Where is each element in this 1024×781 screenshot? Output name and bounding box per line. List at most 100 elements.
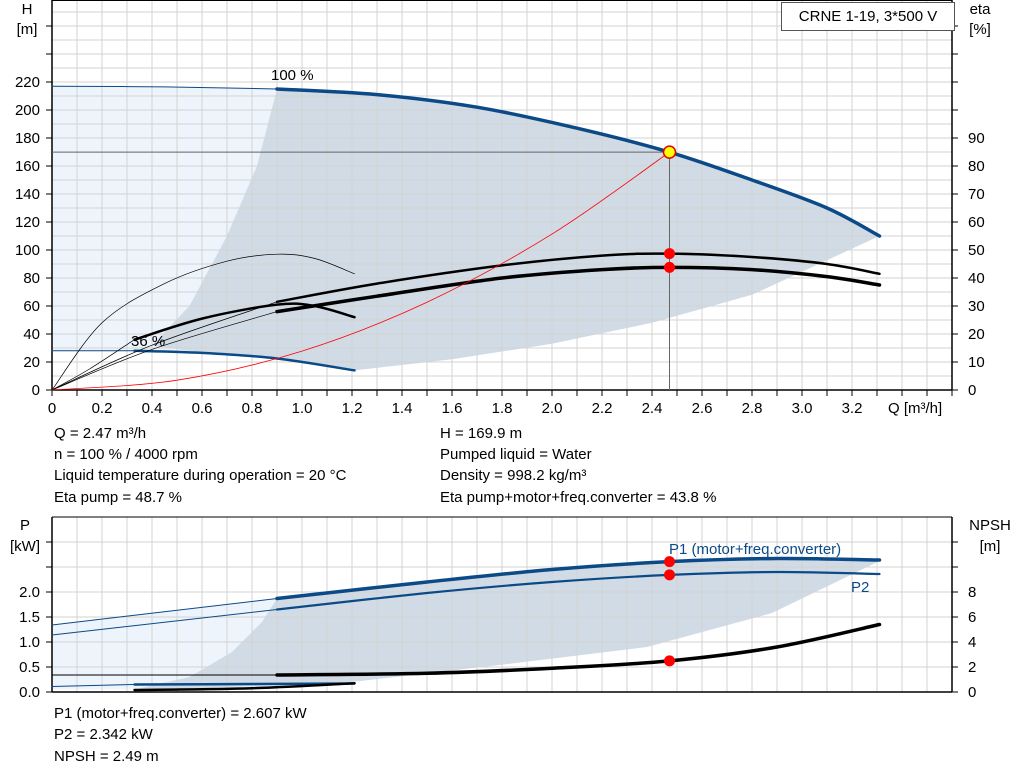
y-tick-label: 40 bbox=[23, 326, 40, 343]
curve-eta-total-100 bbox=[275, 265, 882, 314]
x-tick-label: 3.0 bbox=[792, 400, 813, 417]
y-tick-label: 200 bbox=[15, 102, 40, 119]
curve-system-curve bbox=[51, 151, 670, 391]
info-temperature: Liquid temperature during operation = 20… bbox=[54, 467, 347, 484]
info-p2: P2 = 2.342 kW bbox=[54, 726, 153, 743]
y-axis-unit: [m] bbox=[17, 21, 38, 38]
info-npsh: NPSH = 2.49 m bbox=[54, 748, 159, 765]
curve-eta-total-100-ext bbox=[51, 311, 278, 391]
curve-npsh-100 bbox=[275, 622, 882, 677]
legend-p1: P1 (motor+freq.converter) bbox=[669, 541, 841, 558]
x-tick-label: 3.2 bbox=[842, 400, 863, 417]
x-tick-label: 0 bbox=[48, 400, 56, 417]
x-tick-label: 2.4 bbox=[642, 400, 663, 417]
curve-p1-100 bbox=[275, 556, 882, 601]
info-liquid: Pumped liquid = Water bbox=[440, 446, 592, 463]
p-tick-label: 0.5 bbox=[19, 659, 40, 676]
x-axis-label: Q [m³/h] bbox=[888, 400, 942, 417]
info-eta-pump: Eta pump = 48.7 % bbox=[54, 489, 182, 506]
x-tick-label: 1.8 bbox=[492, 400, 513, 417]
p-axis-unit: [kW] bbox=[10, 538, 40, 555]
y-right-tick-label: 50 bbox=[968, 242, 985, 259]
curve-eta-total-36-ext bbox=[51, 339, 135, 391]
curve-eta-pump-100-ext bbox=[51, 301, 278, 391]
info-flow: Q = 2.47 m³/h bbox=[54, 425, 147, 442]
curve-h-36 bbox=[133, 349, 356, 372]
y-right-tick-label: 70 bbox=[968, 186, 985, 203]
y-right-tick-label: 40 bbox=[968, 270, 985, 287]
p-tick-label: 1.0 bbox=[19, 634, 40, 651]
duty-point-eta-total bbox=[664, 261, 675, 273]
p-tick-label: 2.0 bbox=[19, 584, 40, 601]
curve-eta-pump-36-ext bbox=[51, 253, 355, 391]
y-tick-label: 0 bbox=[32, 382, 40, 399]
x-tick-label: 0.2 bbox=[92, 400, 113, 417]
info-head: H = 169.9 m bbox=[440, 425, 523, 442]
p-tick-label: 1.5 bbox=[19, 609, 40, 626]
x-tick-label: 1.0 bbox=[292, 400, 313, 417]
y-tick-label: 220 bbox=[15, 74, 40, 91]
legend-p2: P2 bbox=[851, 579, 869, 596]
p-tick-label: 0.0 bbox=[19, 684, 40, 701]
y-right-tick-label: 30 bbox=[968, 298, 985, 315]
npsh-tick-label: 8 bbox=[968, 584, 976, 601]
y-axis-label: H bbox=[22, 1, 33, 18]
curve-h-100-ext bbox=[51, 85, 278, 90]
info-speed: n = 100 % / 4000 rpm bbox=[54, 446, 198, 463]
curve-eta-total-36 bbox=[133, 302, 356, 341]
annotation-36-percent: 36 % bbox=[131, 333, 165, 350]
x-tick-label: 0.4 bbox=[142, 400, 163, 417]
curve-h-100 bbox=[275, 87, 882, 238]
npsh-tick-label: 4 bbox=[968, 634, 976, 651]
shade-operating-region bbox=[152, 89, 880, 371]
y-tick-label: 60 bbox=[23, 298, 40, 315]
y-tick-label: 140 bbox=[15, 186, 40, 203]
y-right-tick-label: 20 bbox=[968, 326, 985, 343]
duty-point-head bbox=[662, 145, 677, 159]
info-eta-total: Eta pump+motor+freq.converter = 43.8 % bbox=[440, 489, 717, 506]
y-right-axis-label: eta bbox=[970, 1, 992, 18]
y-right-tick-label: 90 bbox=[968, 130, 985, 147]
duty-point-npsh bbox=[664, 655, 675, 667]
y-tick-label: 100 bbox=[15, 242, 40, 259]
pump-title: CRNE 1-19, 3*500 V bbox=[781, 2, 955, 31]
p-axis-label: P bbox=[20, 517, 30, 534]
x-tick-label: 1.2 bbox=[342, 400, 363, 417]
curve-p-36-ext bbox=[51, 684, 135, 687]
info-density: Density = 998.2 kg/m³ bbox=[440, 467, 587, 484]
y-right-tick-label: 0 bbox=[968, 382, 976, 399]
x-tick-label: 2.6 bbox=[692, 400, 713, 417]
x-tick-label: 2.8 bbox=[742, 400, 763, 417]
x-tick-label: 0.8 bbox=[242, 400, 263, 417]
x-tick-label: 0.6 bbox=[192, 400, 213, 417]
y-right-tick-label: 10 bbox=[968, 354, 985, 371]
y-tick-label: 180 bbox=[15, 130, 40, 147]
shade-operating-region-power bbox=[134, 558, 880, 690]
npsh-tick-label: 0 bbox=[968, 684, 976, 701]
info-p1: P1 (motor+freq.converter) = 2.607 kW bbox=[54, 705, 307, 722]
y-tick-label: 160 bbox=[15, 158, 40, 175]
x-tick-label: 2.0 bbox=[542, 400, 563, 417]
y-tick-label: 80 bbox=[23, 270, 40, 287]
y-right-tick-label: 60 bbox=[968, 214, 985, 231]
y-tick-label: 120 bbox=[15, 214, 40, 231]
duty-point-p1 bbox=[664, 556, 675, 568]
npsh-tick-label: 2 bbox=[968, 659, 976, 676]
annotation-100-percent: 100 % bbox=[271, 67, 314, 84]
y-tick-label: 20 bbox=[23, 354, 40, 371]
y-right-axis-unit: [%] bbox=[969, 21, 991, 38]
curve-p2-100 bbox=[275, 570, 881, 611]
duty-point-eta-pump bbox=[664, 248, 675, 260]
curve-npsh-36 bbox=[133, 682, 356, 692]
x-tick-label: 1.6 bbox=[442, 400, 463, 417]
x-tick-label: 1.4 bbox=[392, 400, 413, 417]
curve-p1-ext bbox=[51, 598, 278, 626]
npsh-tick-label: 6 bbox=[968, 609, 976, 626]
npsh-axis-label: NPSH bbox=[969, 517, 1011, 534]
y-right-tick-label: 80 bbox=[968, 158, 985, 175]
duty-point-p2 bbox=[664, 569, 675, 581]
curve-eta-pump-100 bbox=[275, 252, 881, 304]
x-tick-label: 2.2 bbox=[592, 400, 613, 417]
npsh-axis-unit: [m] bbox=[980, 538, 1001, 555]
